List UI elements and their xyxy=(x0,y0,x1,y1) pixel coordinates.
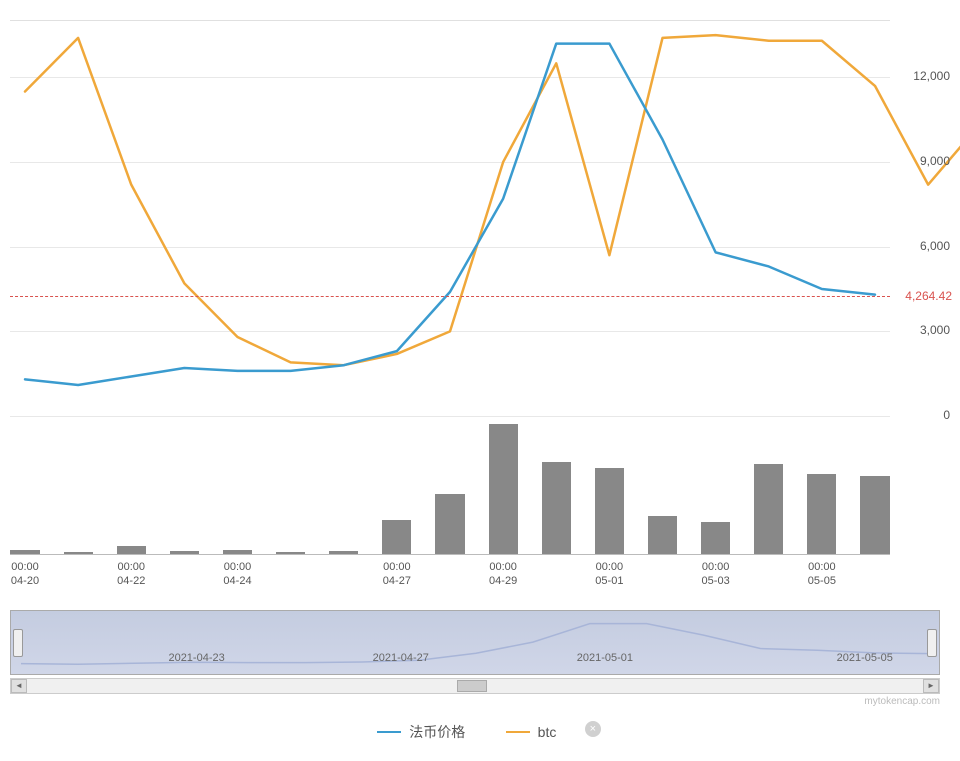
volume-bar xyxy=(648,516,677,554)
y-tick-label: 6,000 xyxy=(920,239,950,253)
volume-bar xyxy=(10,550,39,554)
legend-swatch-fiat xyxy=(377,731,401,734)
scroll-right-arrow[interactable]: ► xyxy=(923,679,939,693)
brush-tick-label: 2021-05-01 xyxy=(577,652,633,664)
legend-swatch-btc xyxy=(506,731,530,734)
volume-bar xyxy=(329,551,358,554)
legend-close-icon[interactable]: × xyxy=(585,721,601,737)
volume-bar xyxy=(276,552,305,554)
volume-bar xyxy=(595,468,624,554)
x-tick-label: 00:0004-29 xyxy=(489,560,517,589)
x-tick-label: 00:0005-05 xyxy=(808,560,836,589)
volume-bar xyxy=(860,476,889,554)
y-tick-label: 0 xyxy=(943,408,950,422)
volume-bar xyxy=(435,494,464,554)
x-axis: 00:0004-20 00:0004-22 00:0004-24 00:0004-27… xyxy=(10,560,890,595)
legend-label-fiat: 法币价格 xyxy=(409,722,465,742)
range-selector[interactable]: 2021-04-23 2021-04-27 2021-05-01 2021-05-05 xyxy=(10,610,940,675)
line-chart: 4,264.42 xyxy=(10,20,890,415)
y-tick-label: 9,000 xyxy=(920,154,950,168)
volume-bar xyxy=(754,464,783,554)
volume-bar xyxy=(701,522,730,554)
y-axis: 03,0006,0009,00012,000 xyxy=(895,20,950,415)
watermark: mytokencap.com xyxy=(864,696,940,707)
reference-label: 4,264.42 xyxy=(905,289,952,303)
line-series xyxy=(10,21,890,415)
brush-labels: 2021-04-23 2021-04-27 2021-05-01 2021-05-05 xyxy=(11,652,939,668)
x-tick-label: 00:0004-22 xyxy=(117,560,145,589)
bar-chart xyxy=(10,415,890,555)
legend-item-fiat[interactable]: 法币价格 xyxy=(377,722,465,742)
y-tick-label: 3,000 xyxy=(920,323,950,337)
volume-bar xyxy=(489,424,518,554)
horizontal-scrollbar[interactable]: ◄ ► xyxy=(10,678,940,694)
brush-tick-label: 2021-05-05 xyxy=(837,652,893,664)
reference-line: 4,264.42 xyxy=(10,296,890,297)
volume-bar xyxy=(64,552,93,554)
chart-container: 4,264.42 0 3,000 6,000 9,000 12,000 00:0004-… xyxy=(0,0,960,761)
scroll-track[interactable] xyxy=(27,679,923,693)
scroll-left-arrow[interactable]: ◄ xyxy=(11,679,27,693)
legend-label-btc: btc xyxy=(538,724,557,740)
legend: 法币价格 btc × xyxy=(0,720,960,742)
scroll-thumb[interactable] xyxy=(457,680,487,692)
volume-bar xyxy=(223,550,252,554)
volume-bar xyxy=(170,551,199,554)
x-tick-label: 00:0005-03 xyxy=(702,560,730,589)
y-tick-label: 12,000 xyxy=(913,69,950,83)
volume-bar xyxy=(382,520,411,554)
x-tick-label: 00:0004-24 xyxy=(223,560,251,589)
volume-bar xyxy=(117,546,146,554)
brush-tick-label: 2021-04-27 xyxy=(373,652,429,664)
x-tick-label: 00:0004-27 xyxy=(383,560,411,589)
brush-tick-label: 2021-04-23 xyxy=(168,652,224,664)
volume-bar xyxy=(542,462,571,554)
x-tick-label: 00:0004-20 xyxy=(11,560,39,589)
volume-bar xyxy=(807,474,836,554)
legend-item-btc[interactable]: btc xyxy=(506,724,557,740)
x-tick-label: 00:0005-01 xyxy=(595,560,623,589)
